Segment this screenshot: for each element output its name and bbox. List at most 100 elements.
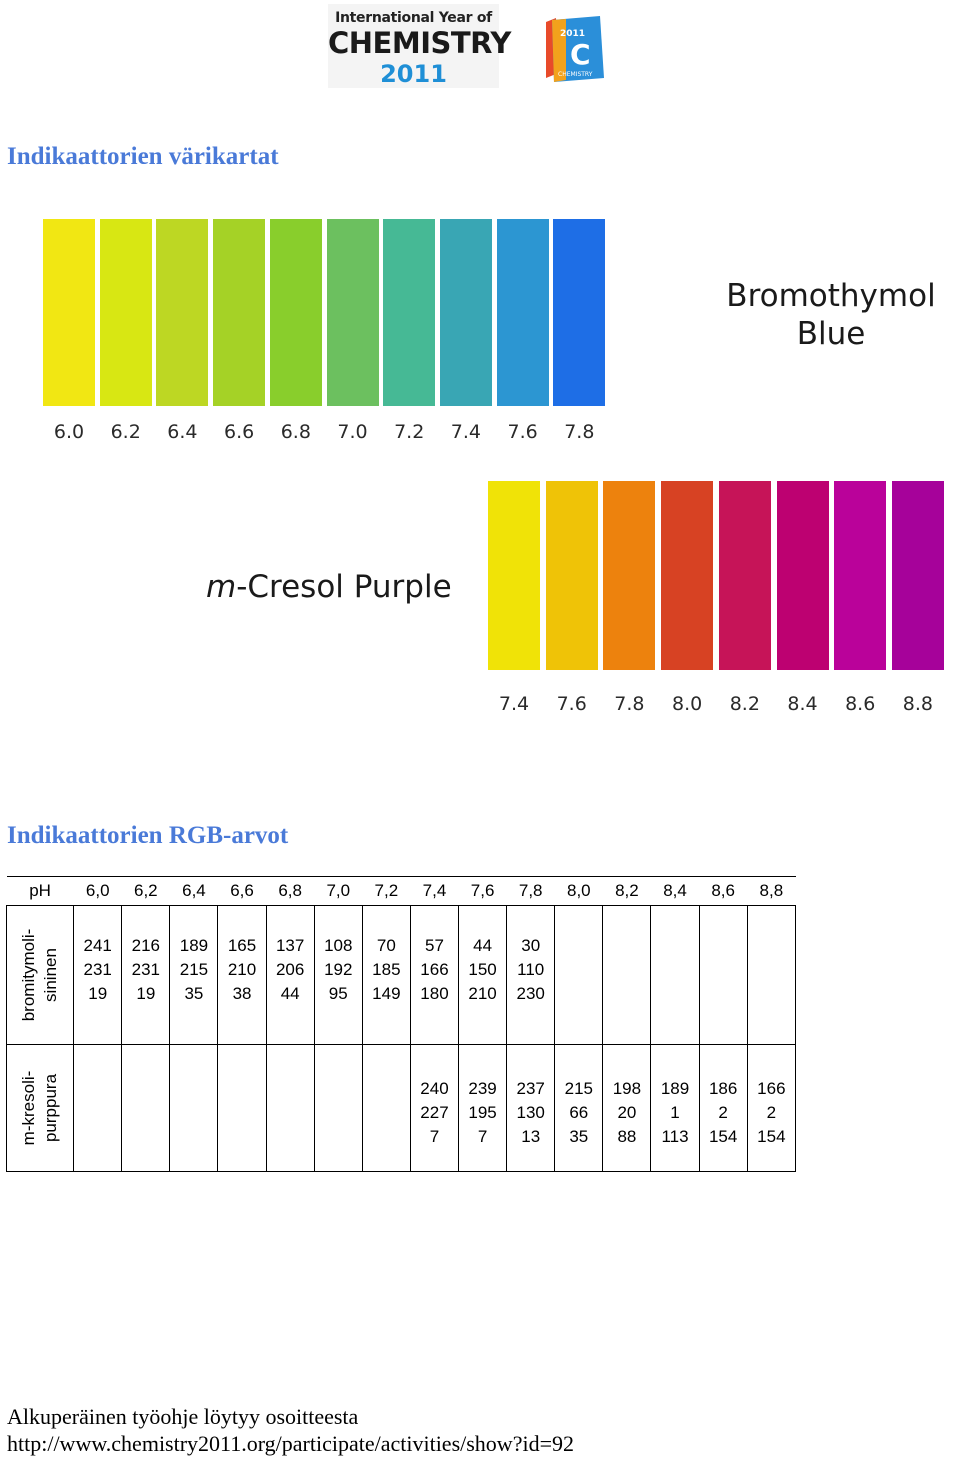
rgb-component: 180 (420, 984, 449, 1003)
rgb-component: 35 (569, 1127, 589, 1146)
logo-line-1: International Year of (335, 10, 492, 26)
ph-tick-label: 7.4 (450, 421, 481, 443)
rgb-component: 154 (708, 1127, 738, 1146)
rgb-component: 35 (184, 984, 204, 1003)
ph-tick-label: 7.6 (507, 421, 538, 443)
rgb-triplet: 108 192 95 (315, 906, 362, 1006)
chemistry-c-logo: 2011 C CHEMISTRY (546, 16, 604, 82)
rgb-component: 150 (468, 960, 497, 979)
rgb-triplet: 57 166 180 (411, 906, 458, 1006)
rgb-component: 66 (569, 1103, 589, 1122)
ph-value-cell: 7,6 (458, 876, 507, 906)
ph-tick-label: 6.0 (53, 421, 85, 443)
ph-tick-label: 8.8 (902, 693, 933, 715)
rgb-value-cell: 189 1 113 (650, 1044, 700, 1172)
rgb-value-cell: 70 185 149 (361, 905, 411, 1045)
rgb-component: 19 (88, 984, 108, 1003)
ph-value-cell: 8,6 (699, 876, 748, 906)
rgb-component: 108 (324, 936, 353, 955)
ph-tick-label: 6.8 (280, 421, 311, 443)
rgb-component: 166 (757, 1079, 786, 1098)
indicator-name-label: bromitymoli-sininen (18, 910, 62, 1040)
rgb-component: 227 (420, 1103, 449, 1122)
ph-tick-label: 8.6 (845, 693, 876, 715)
rgb-triplet: 216 231 19 (122, 906, 169, 1006)
ph-tick-label: 7.2 (394, 421, 425, 443)
ph-tick-label: 8.2 (729, 693, 760, 715)
ph-value-cell: 6,2 (121, 876, 170, 906)
rgb-triplet: 166 2 154 (748, 1045, 795, 1149)
rgb-component: 189 (179, 936, 209, 955)
rgb-value-cell: 166 2 154 (746, 1044, 797, 1172)
svg-text:CHEMISTRY: CHEMISTRY (558, 71, 593, 78)
rgb-component: 88 (617, 1127, 637, 1146)
rgb-triplet: 215 66 35 (555, 1045, 602, 1149)
rgb-component: 110 (517, 960, 545, 979)
rgb-component: 2 (718, 1103, 728, 1122)
rgb-component: 231 (131, 960, 160, 979)
chart-name-line-1: Bromothymol (726, 278, 936, 314)
logo-line-2: CHEMISTRY (328, 26, 511, 60)
rgb-value-cell (698, 905, 748, 1045)
rgb-value-cell (746, 905, 797, 1045)
rgb-component: 1 (670, 1103, 680, 1122)
rgb-component: 198 (612, 1079, 642, 1098)
rgb-component: 44 (473, 936, 493, 955)
ph-tick-label: 8.0 (671, 693, 703, 715)
color-swatch (834, 481, 887, 670)
rgb-component: 215 (179, 960, 209, 979)
rgb-component: 192 (324, 960, 353, 979)
rgb-value-cell (73, 1044, 123, 1172)
table-header-row: pH 6,0 6,2 6,4 6,6 6,8 7,0 7,2 7,4 7,6 7,8 8,0 8,2 8,… (6, 876, 796, 906)
indicator-name-line-2: sininen (41, 948, 61, 1002)
rgb-value-cell: 189 215 35 (169, 905, 219, 1045)
rgb-triplet: 198 20 88 (603, 1045, 650, 1149)
indicator-name-label: m-kresoli-purppura (18, 1043, 62, 1173)
m-cresol-purple-label: m-Cresol Purple (206, 568, 476, 606)
rgb-component: 2 (766, 1103, 777, 1122)
rgb-value-cell: 108 192 95 (313, 905, 363, 1045)
ph-value-cell: 6,8 (266, 876, 315, 906)
svg-text:C: C (570, 38, 591, 71)
rgb-component: 13 (521, 1127, 541, 1146)
rgb-value-cell: 57 166 180 (409, 905, 460, 1045)
rgb-component: 210 (468, 984, 497, 1003)
ph-tick-label: 8.4 (787, 693, 818, 715)
rgb-component: 189 (660, 1079, 690, 1098)
rgb-component: 7 (429, 1127, 440, 1146)
rgb-component: 206 (275, 960, 305, 979)
color-swatch (776, 481, 829, 670)
ph-tick-label: 7.8 (614, 693, 645, 715)
rgb-value-cell (361, 1044, 411, 1172)
rgb-component: 186 (708, 1079, 738, 1098)
ph-tick-label: 6.4 (167, 421, 198, 443)
rgb-value-cell (265, 1044, 315, 1172)
footer-source-url[interactable]: http://www.chemistry2011.org/participate… (7, 1431, 574, 1456)
rgb-triplet: 44 150 210 (459, 906, 506, 1006)
rgb-component: 185 (372, 960, 401, 979)
rgb-component: 215 (564, 1079, 593, 1098)
rgb-component: 149 (372, 984, 401, 1003)
chart-name-italic: m (206, 569, 237, 605)
rgb-triplet: 241 231 19 (74, 906, 121, 1006)
rgb-value-cell (313, 1044, 363, 1172)
rgb-triplet: 239 195 7 (459, 1045, 506, 1149)
ph-value-cell: 6,0 (73, 876, 122, 906)
rgb-value-cell (121, 1044, 171, 1172)
rgb-value-cell: 239 195 7 (458, 1044, 508, 1172)
rgb-component: 113 (661, 1127, 689, 1146)
color-swatch (603, 481, 656, 670)
ph-value-cell: 6,4 (169, 876, 218, 906)
rgb-component: 231 (83, 960, 112, 979)
ph-value-cell: 7,8 (506, 876, 555, 906)
indicator-name-line-1: bromitymoli- (19, 928, 39, 1022)
color-swatch (661, 481, 714, 670)
ph-value-cell: 8,4 (650, 876, 700, 906)
rgb-value-cell: 198 20 88 (602, 1044, 652, 1172)
rgb-triplet: 165 210 38 (218, 906, 265, 1006)
rgb-value-cell: 216 231 19 (121, 905, 171, 1045)
rgb-component: 239 (468, 1079, 497, 1098)
ph-value-cell: 8,0 (554, 876, 603, 906)
rgb-component: 165 (227, 936, 257, 955)
rgb-component: 20 (617, 1103, 637, 1122)
